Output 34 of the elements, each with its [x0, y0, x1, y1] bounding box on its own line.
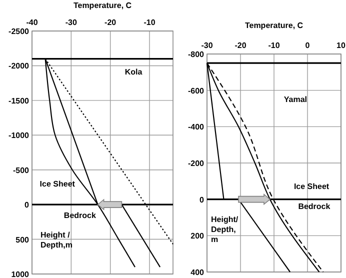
y-tick-label: -400 — [188, 122, 205, 132]
y-tick-label: -600 — [188, 86, 205, 96]
annotation: Height/ Depth, m — [211, 214, 239, 244]
y-tick-label: -800 — [188, 50, 205, 59]
x-tick-label: -20 — [234, 41, 247, 50]
y-tick-label: -2000 — [8, 62, 30, 71]
y-tick-label: -2500 — [8, 27, 30, 36]
y-tick-label: 0 — [24, 200, 30, 210]
annotation: Ice Sheet — [294, 182, 330, 192]
x-tick-label: -40 — [26, 18, 38, 27]
x-tick-label: -10 — [268, 41, 280, 50]
y-tick-label: 200 — [190, 232, 205, 241]
annotation: Bedrock — [298, 202, 331, 211]
y-tick-label: 500 — [16, 235, 30, 244]
y-tick-label: -200 — [188, 159, 205, 168]
x-tick-label: 10 — [336, 41, 346, 50]
y-tick-label: 400 — [190, 268, 205, 277]
y-tick-label: 0 — [200, 195, 205, 204]
x-tick-label: -10 — [144, 18, 156, 27]
y-tick-label: -1000 — [8, 131, 30, 140]
annotation: Height / Depth,m — [40, 230, 72, 250]
x-tick-label: -30 — [65, 18, 78, 27]
annotation: Bedrock — [64, 211, 96, 220]
y-tick-label: 1000 — [11, 270, 30, 278]
x-tick-label: -30 — [201, 41, 214, 50]
x-axis-title: Temperature, C — [244, 21, 304, 30]
x-tick-label: -20 — [104, 18, 117, 27]
y-tick-label: -1500 — [8, 96, 30, 106]
annotation: Kola — [124, 68, 143, 77]
annotation: Ice Sheet — [40, 180, 76, 189]
y-tick-label: -500 — [12, 166, 30, 175]
x-axis-title: Temperature, C — [73, 1, 132, 10]
annotation: Yamal — [284, 94, 308, 104]
x-tick-label: 0 — [305, 41, 310, 50]
